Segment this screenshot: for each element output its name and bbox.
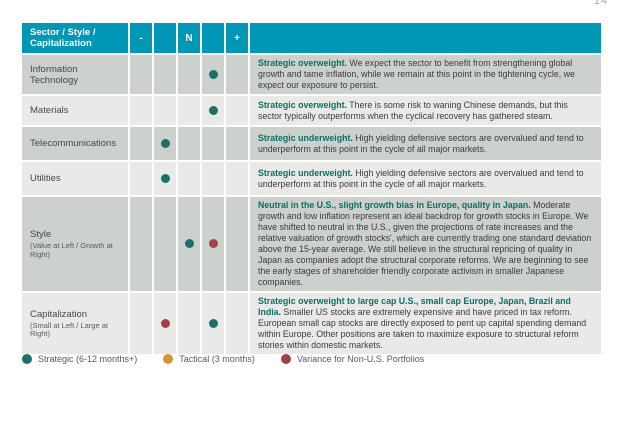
row-label-text: Information Technology: [30, 63, 79, 86]
row-label: Telecommunications: [22, 127, 128, 160]
row-label: Information Technology: [22, 55, 128, 94]
rating-cell: [130, 293, 152, 354]
header-label: Sector / Style / Capitalization: [22, 23, 128, 53]
rating-cell: [130, 162, 152, 195]
legend-label: Variance for Non-U.S. Portfolios: [296, 354, 425, 364]
commentary-body: Moderate growth and low inflation repres…: [258, 200, 592, 287]
table-row-style: Style (Value at Left / Growth at Right) …: [22, 197, 601, 291]
rating-cell: [154, 127, 176, 160]
commentary-cell: Strategic overweight. We expect the sect…: [250, 55, 601, 94]
commentary-lead: Strategic overweight to large cap U.S., …: [258, 296, 571, 317]
rating-cell: [130, 197, 152, 291]
table-row-telecommunications: Telecommunications Strategic underweight…: [22, 127, 601, 160]
rating-cell: [154, 162, 176, 195]
header-col-neutral: N: [178, 23, 200, 53]
rating-cell: [202, 96, 224, 125]
rating-cell: [178, 55, 200, 94]
rating-cell: [202, 127, 224, 160]
rating-cell: [130, 127, 152, 160]
commentary-body: Smaller US stocks are extremely expensiv…: [258, 307, 587, 350]
rating-cell: [154, 293, 176, 354]
commentary-cell: Strategic underweight. High yielding def…: [250, 127, 601, 160]
row-label-text: Style: [30, 229, 52, 240]
table-row-information-technology: Information Technology Strategic overwei…: [22, 55, 601, 94]
commentary-lead: Strategic overweight.: [258, 99, 347, 110]
commentary-cell: Neutral in the U.S., slight growth bias …: [250, 197, 601, 291]
row-label: Capitalization (Small at Left / Large at…: [22, 293, 128, 354]
commentary-cell: Strategic underweight. High yielding def…: [250, 162, 601, 195]
rating-cell: [130, 55, 152, 94]
header-commentary: [250, 23, 601, 53]
row-label: Utilities: [22, 162, 128, 195]
rating-cell: [226, 127, 248, 160]
table-row-capitalization: Capitalization (Small at Left / Large at…: [22, 293, 601, 354]
rating-cell: [202, 55, 224, 94]
commentary-lead: Strategic underweight.: [258, 132, 353, 143]
table-header-row: Sector / Style / Capitalization - N +: [22, 23, 601, 53]
header-col-plus: +: [226, 23, 248, 53]
row-sublabel: (Small at Left / Large at Right): [30, 320, 108, 338]
rating-cell: [178, 127, 200, 160]
row-label-text: Materials: [30, 105, 69, 116]
legend-item-tactical: Tactical (3 months): [163, 354, 255, 364]
commentary-body: There is some risk to waning Chinese dem…: [258, 99, 568, 121]
rating-cell: [202, 162, 224, 195]
commentary-cell: Strategic overweight to large cap U.S., …: [250, 293, 601, 354]
variance-dot-icon: [280, 354, 291, 364]
rating-cell: [226, 293, 248, 354]
row-label-text: Utilities: [30, 173, 61, 184]
rating-cell: [226, 96, 248, 125]
commentary-cell: Strategic overweight. There is some risk…: [250, 96, 601, 125]
rating-cell: [226, 197, 248, 291]
table-row-materials: Materials Strategic overweight. There is…: [22, 96, 601, 125]
sector-rating-table: Sector / Style / Capitalization - N + In…: [20, 21, 603, 356]
legend-label: Tactical (3 months): [179, 354, 255, 364]
rating-cell: [178, 162, 200, 195]
legend-item-strategic: Strategic (6-12 months+): [22, 354, 137, 364]
rating-cell: [154, 55, 176, 94]
rating-cell: [226, 55, 248, 94]
rating-cell: [154, 197, 176, 291]
commentary-body: High yielding defensive sectors are over…: [258, 132, 584, 154]
commentary-lead: Strategic overweight.: [258, 58, 347, 68]
rating-cell: [202, 293, 224, 354]
rating-cell: [154, 96, 176, 125]
rating-cell: [202, 197, 224, 291]
commentary-body: We expect the sector to benefit from str…: [258, 58, 575, 90]
rating-cell: [130, 96, 152, 125]
row-sublabel: (Value at Left / Growth at Right): [30, 241, 113, 259]
rating-cell: [178, 96, 200, 125]
legend-label: Strategic (6-12 months+): [38, 354, 138, 364]
row-label-text: Telecommunications: [30, 138, 117, 149]
row-label-text: Capitalization: [30, 308, 88, 320]
legend: Strategic (6-12 months+) Tactical (3 mon…: [22, 354, 450, 364]
commentary-lead: Neutral in the U.S., slight growth bias …: [258, 200, 531, 210]
row-label: Materials: [22, 96, 128, 125]
table-row-utilities: Utilities Strategic underweight. High yi…: [22, 162, 601, 195]
header-col-blank-2: [202, 23, 224, 53]
strategic-dot-icon: [22, 354, 32, 364]
rating-cell: [226, 162, 248, 195]
row-label: Style (Value at Left / Growth at Right): [22, 197, 128, 291]
commentary-lead: Strategic underweight.: [258, 167, 353, 178]
header-col-blank-1: [154, 23, 176, 53]
header-col-minus: -: [130, 23, 152, 53]
legend-item-variance: Variance for Non-U.S. Portfolios: [280, 354, 425, 364]
rating-cell: [178, 293, 200, 354]
page-number: 14: [593, 0, 608, 7]
rating-cell: [178, 197, 200, 291]
commentary-body: High yielding defensive sectors are over…: [258, 167, 584, 189]
tactical-dot-icon: [163, 354, 174, 364]
